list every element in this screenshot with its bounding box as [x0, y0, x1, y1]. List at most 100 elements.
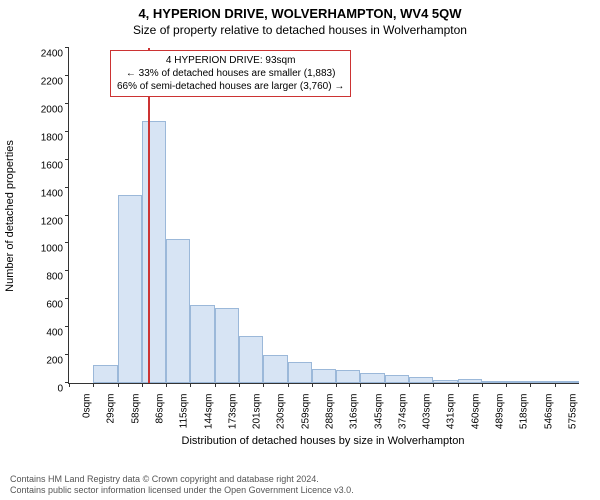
x-tick-label: 546sqm [541, 394, 554, 430]
histogram-bar [506, 381, 530, 383]
x-tick-mark [506, 383, 507, 387]
y-tick-mark [65, 103, 69, 104]
footer-line2: Contains public sector information licen… [10, 485, 590, 496]
x-tick-label: 201sqm [250, 394, 263, 430]
y-tick-mark [65, 270, 69, 271]
x-tick-mark [166, 383, 167, 387]
y-tick-mark [65, 159, 69, 160]
histogram-bar [482, 381, 506, 383]
y-tick-label: 1600 [41, 160, 69, 171]
histogram-bar [190, 305, 214, 383]
x-tick-label: 575sqm [565, 394, 578, 430]
y-tick-mark [65, 75, 69, 76]
x-tick-mark [530, 383, 531, 387]
histogram-bar [409, 377, 433, 383]
histogram-bar [142, 121, 166, 383]
y-tick-label: 0 [57, 384, 69, 395]
y-tick-label: 1400 [41, 188, 69, 199]
y-tick-mark [65, 298, 69, 299]
chart-plot-area: 0200400600800100012001400160018002000220… [68, 48, 579, 384]
y-tick-label: 200 [46, 356, 69, 367]
x-tick-mark [409, 383, 410, 387]
x-tick-label: 431sqm [444, 394, 457, 430]
y-axis-label: Number of detached properties [4, 140, 16, 292]
y-tick-mark [65, 326, 69, 327]
y-tick-label: 1200 [41, 216, 69, 227]
x-tick-mark [215, 383, 216, 387]
y-tick-mark [65, 187, 69, 188]
x-tick-label: 345sqm [371, 394, 384, 430]
y-tick-mark [65, 215, 69, 216]
histogram-bar [336, 370, 360, 383]
x-tick-label: 58sqm [128, 394, 141, 424]
footer: Contains HM Land Registry data © Crown c… [10, 474, 590, 497]
y-tick-label: 2400 [41, 49, 69, 60]
x-tick-mark [93, 383, 94, 387]
y-tick-label: 1800 [41, 132, 69, 143]
histogram-bar [239, 336, 263, 383]
x-tick-label: 403sqm [420, 394, 433, 430]
y-tick-mark [65, 47, 69, 48]
x-tick-label: 29sqm [104, 394, 117, 424]
x-tick-mark [190, 383, 191, 387]
title-subtitle: Size of property relative to detached ho… [0, 21, 600, 37]
histogram-bar [458, 379, 482, 383]
x-tick-mark [360, 383, 361, 387]
x-tick-label: 518sqm [517, 394, 530, 430]
y-tick-mark [65, 131, 69, 132]
x-tick-mark [263, 383, 264, 387]
x-tick-label: 489sqm [493, 394, 506, 430]
histogram-bar [433, 380, 457, 383]
annotation-box: 4 HYPERION DRIVE: 93sqm← 33% of detached… [110, 50, 351, 97]
histogram-bar [288, 362, 312, 383]
x-tick-mark [433, 383, 434, 387]
y-tick-label: 1000 [41, 244, 69, 255]
footer-line1: Contains HM Land Registry data © Crown c… [10, 474, 590, 485]
x-tick-mark [336, 383, 337, 387]
x-tick-mark [118, 383, 119, 387]
x-tick-label: 259sqm [298, 394, 311, 430]
x-tick-mark [69, 383, 70, 387]
x-tick-mark [142, 383, 143, 387]
histogram-bar [360, 373, 384, 383]
histogram-bar [166, 239, 190, 383]
x-tick-label: 288sqm [323, 394, 336, 430]
histogram-bar [530, 381, 554, 383]
x-tick-mark [458, 383, 459, 387]
x-tick-label: 374sqm [395, 394, 408, 430]
y-tick-label: 2200 [41, 76, 69, 87]
x-tick-mark [482, 383, 483, 387]
y-tick-label: 800 [46, 272, 69, 283]
y-tick-label: 600 [46, 300, 69, 311]
x-tick-mark [385, 383, 386, 387]
annotation-line: 66% of semi-detached houses are larger (… [117, 80, 344, 93]
y-tick-mark [65, 242, 69, 243]
y-tick-label: 400 [46, 328, 69, 339]
x-axis-label: Distribution of detached houses by size … [68, 435, 578, 447]
x-tick-label: 460sqm [468, 394, 481, 430]
x-tick-label: 173sqm [225, 394, 238, 430]
x-tick-label: 230sqm [274, 394, 287, 430]
x-tick-label: 316sqm [347, 394, 360, 430]
x-tick-label: 115sqm [177, 394, 190, 429]
histogram-bar [385, 375, 409, 383]
histogram-bar [555, 381, 579, 383]
x-tick-label: 0sqm [80, 394, 93, 418]
y-tick-label: 2000 [41, 104, 69, 115]
annotation-line: 4 HYPERION DRIVE: 93sqm [117, 54, 344, 67]
annotation-line: ← 33% of detached houses are smaller (1,… [117, 67, 344, 80]
histogram-bar [263, 355, 287, 383]
histogram-bar [215, 308, 239, 383]
x-tick-mark [288, 383, 289, 387]
histogram-bar [118, 195, 142, 383]
x-tick-mark [555, 383, 556, 387]
marker-line [148, 48, 150, 383]
histogram-bar [93, 365, 117, 383]
histogram-bar [312, 369, 336, 383]
x-tick-mark [312, 383, 313, 387]
title-address: 4, HYPERION DRIVE, WOLVERHAMPTON, WV4 5Q… [0, 0, 600, 21]
x-tick-label: 86sqm [153, 394, 166, 424]
x-tick-label: 144sqm [201, 394, 214, 430]
y-tick-mark [65, 354, 69, 355]
x-tick-mark [239, 383, 240, 387]
